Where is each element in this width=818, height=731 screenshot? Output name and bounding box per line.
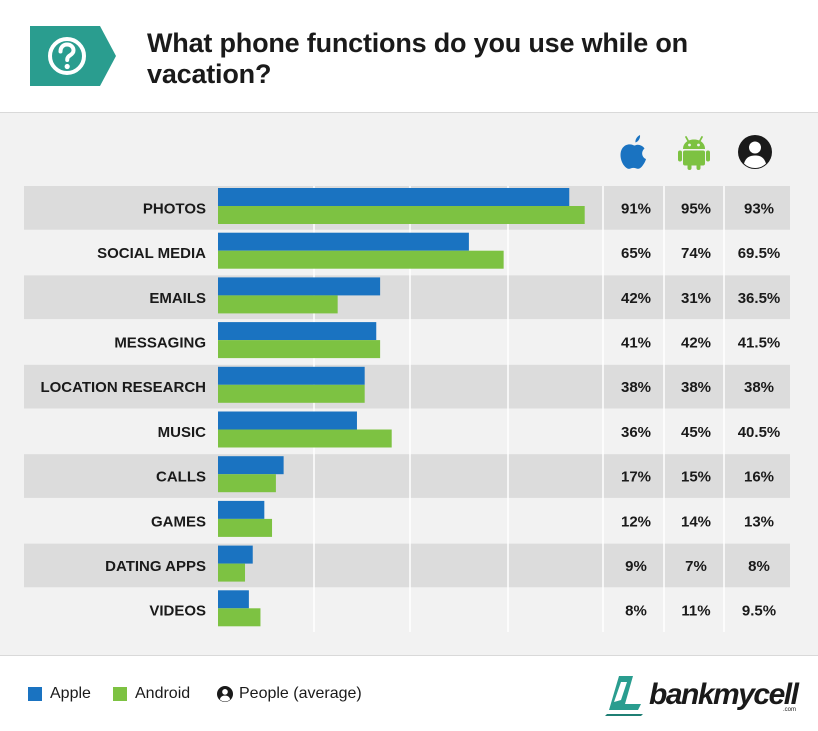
value-apple: 8% <box>625 603 647 620</box>
legend-swatch-android <box>113 687 127 701</box>
value-android: 14% <box>681 513 711 530</box>
value-android: 15% <box>681 469 711 486</box>
value-average: 8% <box>748 558 770 575</box>
value-android: 31% <box>681 290 711 307</box>
row-background <box>24 454 790 498</box>
bar-apple <box>218 232 469 251</box>
value-android: 7% <box>685 558 707 575</box>
value-average: 40.5% <box>738 424 781 441</box>
value-apple: 9% <box>625 558 647 575</box>
person-icon <box>738 135 772 169</box>
bar-apple <box>218 500 265 519</box>
brand-name: bankmycell <box>649 678 799 711</box>
row-background <box>24 364 790 409</box>
bar-apple <box>218 366 365 385</box>
value-android: 74% <box>681 245 711 262</box>
page-title: What phone functions do you use while on… <box>147 28 688 89</box>
row-background <box>24 275 790 320</box>
bar-chart: PHOTOS 91% 95% 93% SOCIAL MEDIA 65% 74% 69.5% EM… <box>24 135 790 632</box>
bar-apple <box>218 590 249 609</box>
value-apple: 36% <box>621 424 651 441</box>
value-apple: 41% <box>621 334 651 351</box>
value-average: 38% <box>744 379 774 396</box>
bar-apple <box>218 545 253 564</box>
category-label: EMAILS <box>149 290 206 307</box>
category-label: CALLS <box>156 469 206 486</box>
bar-apple <box>218 322 377 341</box>
value-android: 95% <box>681 200 711 217</box>
value-android: 38% <box>681 379 711 396</box>
value-average: 41.5% <box>738 334 781 351</box>
apple-icon <box>620 135 646 169</box>
value-average: 16% <box>744 469 774 486</box>
category-label: PHOTOS <box>143 200 206 217</box>
category-label: GAMES <box>151 513 206 530</box>
category-label: VIDEOS <box>149 603 206 620</box>
value-apple: 91% <box>621 200 651 217</box>
legend-label-people: People (average) <box>239 685 362 702</box>
category-label: MUSIC <box>158 424 207 441</box>
value-apple: 38% <box>621 379 651 396</box>
value-apple: 17% <box>621 469 651 486</box>
value-average: 9.5% <box>742 603 776 620</box>
bar-apple <box>218 188 570 206</box>
value-average: 36.5% <box>738 290 781 307</box>
bar-android <box>218 206 585 224</box>
category-label: DATING APPS <box>105 558 206 575</box>
android-icon <box>678 136 710 170</box>
bar-android <box>218 474 276 493</box>
bar-android <box>218 563 246 582</box>
category-label: MESSAGING <box>114 334 206 351</box>
bar-android <box>218 384 365 403</box>
person-icon <box>217 686 233 702</box>
value-android: 42% <box>681 334 711 351</box>
legend-swatch-apple <box>28 687 42 701</box>
value-android: 45% <box>681 424 711 441</box>
row-background <box>24 320 790 364</box>
bar-apple <box>218 277 381 296</box>
legend-people: People (average) <box>217 685 362 703</box>
bar-android <box>218 518 273 537</box>
legend-label-android: Android <box>135 685 191 702</box>
bar-android <box>218 429 392 448</box>
value-android: 11% <box>681 603 710 620</box>
bankmycell-logo-icon <box>605 676 643 716</box>
bar-apple <box>218 411 357 430</box>
value-apple: 65% <box>621 245 651 262</box>
row-background <box>24 409 790 454</box>
footer: Apple Android People (average) bankmycel… <box>0 655 818 731</box>
bar-android <box>218 340 381 359</box>
row-background <box>24 543 790 588</box>
brand-suffix: .com <box>783 707 797 713</box>
legend-apple: Apple <box>28 685 91 703</box>
brand-logo[interactable]: bankmycell .com <box>605 670 799 716</box>
value-average: 93% <box>744 200 774 217</box>
row-background <box>24 498 790 543</box>
legend-android: Android <box>113 685 190 703</box>
value-apple: 42% <box>621 290 651 307</box>
bar-android <box>218 250 504 269</box>
value-average: 13% <box>744 513 774 530</box>
question-mark-icon <box>30 26 116 86</box>
legend-label-apple: Apple <box>50 685 91 702</box>
row-background <box>24 588 790 632</box>
chart-area: PHOTOS 91% 95% 93% SOCIAL MEDIA 65% 74% 69.5% EM… <box>0 113 818 655</box>
bar-android <box>218 295 338 314</box>
header: What phone functions do you use while on… <box>0 0 818 113</box>
category-label: LOCATION RESEARCH <box>40 379 206 396</box>
bar-apple <box>218 456 284 475</box>
value-average: 69.5% <box>738 245 781 262</box>
category-label: SOCIAL MEDIA <box>97 245 206 262</box>
bar-android <box>218 608 261 627</box>
value-apple: 12% <box>621 513 651 530</box>
